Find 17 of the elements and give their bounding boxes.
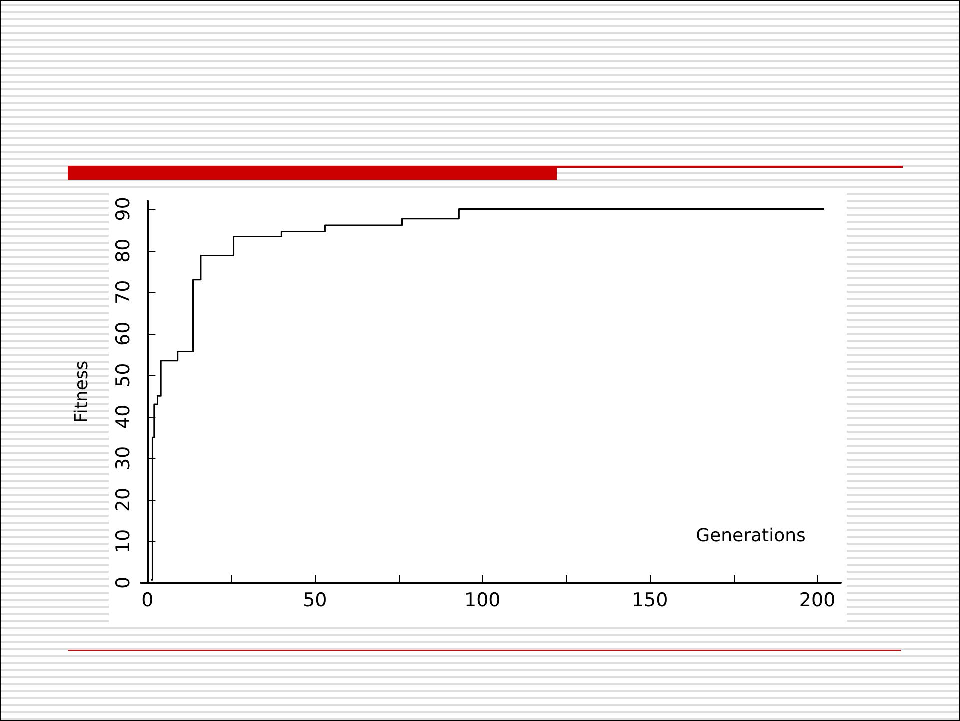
x-tick-label: 150 [632, 590, 668, 612]
y-tick-label: 80 [112, 238, 134, 263]
y-tick-label: 60 [112, 322, 134, 346]
y-tick-label: 40 [112, 404, 134, 430]
x-tick-label: 0 [142, 590, 154, 612]
y-tick-label: 70 [112, 280, 134, 304]
x-axis-title: Generations [696, 526, 806, 546]
x-tick-label: 200 [799, 590, 836, 612]
x-tick-label: 100 [464, 590, 501, 612]
y-tick-label: 0 [112, 576, 134, 590]
y-tick-label: 20 [112, 488, 134, 512]
y-tick-label: 30 [112, 446, 134, 471]
y-tick-label: 90 [112, 197, 134, 222]
x-tick-label: 50 [303, 590, 328, 612]
y-tick-label: 50 [112, 363, 134, 388]
y-axis-title: Fitness [72, 360, 92, 424]
y-tick-label: 10 [112, 529, 134, 554]
